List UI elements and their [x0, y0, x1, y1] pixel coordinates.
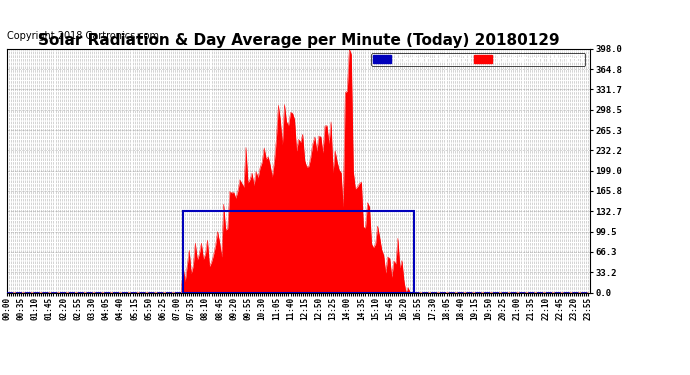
Text: Copyright 2018 Cartronics.com: Copyright 2018 Cartronics.com	[7, 32, 159, 41]
Legend: Median (W/m2), Radiation (W/m2): Median (W/m2), Radiation (W/m2)	[371, 53, 585, 66]
Title: Solar Radiation & Day Average per Minute (Today) 20180129: Solar Radiation & Day Average per Minute…	[38, 33, 559, 48]
Bar	[183, 211, 414, 292]
